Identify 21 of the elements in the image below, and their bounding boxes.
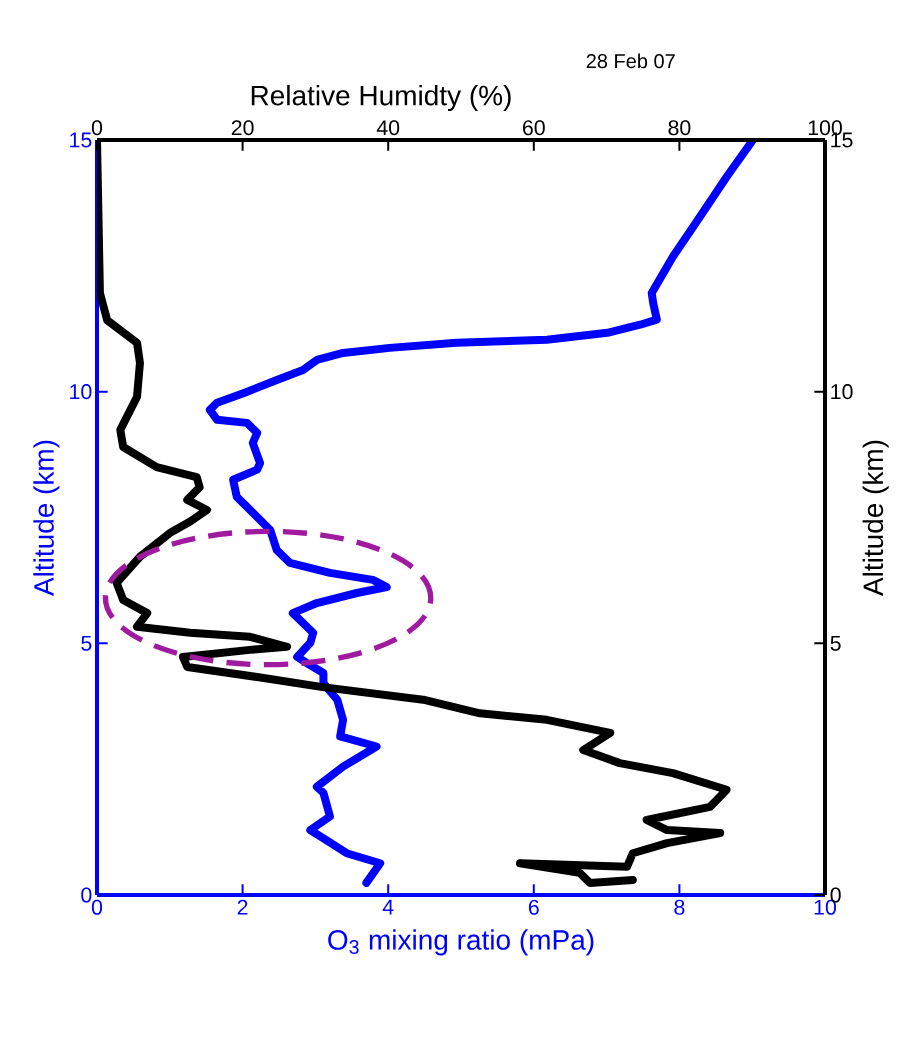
y-tick-label: 0 xyxy=(81,887,92,903)
x-tick-label: 2 xyxy=(237,899,248,915)
x2-tick-label: 80 xyxy=(668,120,691,136)
x2-axis-title: Relative Humidty (%) xyxy=(251,84,511,112)
y-tick-label: 10 xyxy=(70,384,92,400)
y2-tick-label: 5 xyxy=(830,635,841,651)
x-tick-label: 0 xyxy=(91,899,103,915)
text: 28 Feb 07 xyxy=(586,53,675,69)
y-tick-label: 15 xyxy=(70,132,92,148)
y-axis-title: Altitude (km) xyxy=(33,440,60,597)
x2-tick-label: 40 xyxy=(376,120,400,136)
y-tick-label: 5 xyxy=(81,635,92,651)
y2-axis-title: Altitude (km) xyxy=(862,440,889,597)
x-tick-label: 8 xyxy=(674,899,685,915)
y2-tick-label: 10 xyxy=(831,384,853,400)
x2-tick-label: 60 xyxy=(523,120,545,136)
x-tick-label: 6 xyxy=(528,899,539,915)
x-axis-title: O$_{3}$ mixing ratio (mPa) xyxy=(328,929,594,956)
x2-tick-label: 0 xyxy=(91,120,103,136)
x-tick-label: 4 xyxy=(382,899,394,915)
x2-tick-label: 20 xyxy=(231,120,254,136)
